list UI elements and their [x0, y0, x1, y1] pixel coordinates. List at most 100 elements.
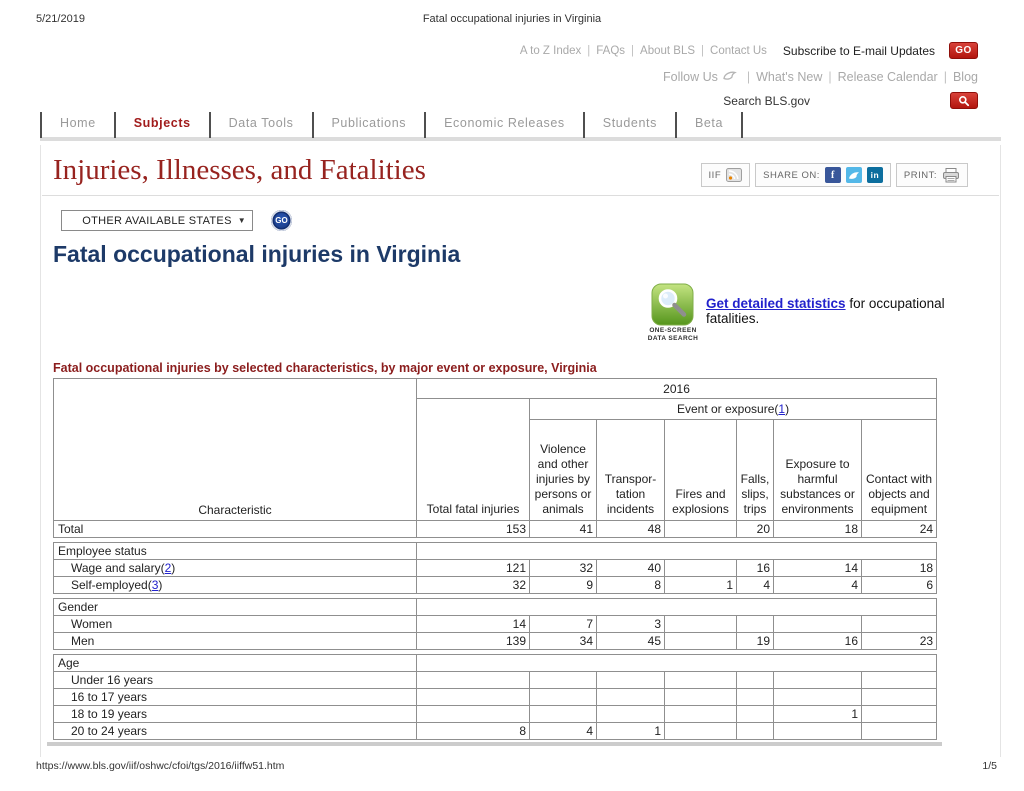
print-date: 5/21/2019	[36, 13, 85, 25]
print-footer-page: 1/5	[982, 760, 997, 772]
table-cell	[664, 520, 737, 538]
other-states-dropdown[interactable]: OTHER AVAILABLE STATES ▼	[61, 210, 253, 231]
iif-label: IIF	[708, 169, 722, 181]
col-header-falls: Falls, slips, trips	[736, 419, 774, 521]
separator: |	[828, 69, 832, 84]
tab-publications[interactable]: Publications	[331, 116, 407, 130]
table-cell	[529, 671, 597, 689]
state-go-button[interactable]: GO	[271, 210, 292, 231]
printer-icon[interactable]	[942, 167, 960, 183]
table-row: Women 14 7 3	[53, 615, 938, 633]
col-header-contact: Contact with objects and equipment	[860, 419, 938, 521]
table-cell	[860, 615, 938, 633]
promo-icon-caption: ONE-SCREEN DATA SEARCH	[647, 327, 699, 343]
table-cell	[416, 688, 530, 706]
iif-feed-box[interactable]: IIF	[700, 163, 751, 187]
twitter-icon[interactable]	[845, 167, 862, 183]
separator: |	[701, 44, 705, 57]
section-spacer	[415, 598, 938, 616]
footnote-link[interactable]: 2	[164, 561, 172, 575]
rss-icon[interactable]	[726, 168, 743, 182]
table-cell: 4	[736, 576, 774, 594]
tab-beta[interactable]: Beta	[694, 116, 724, 130]
table-cell	[664, 688, 737, 706]
tab-separator	[113, 112, 116, 138]
table-cell: 32	[529, 559, 597, 577]
col-header-transportation: Transpor-tation incidents	[596, 419, 665, 521]
table-row: Wage and salary(2) 121 32 40 16 14 18	[53, 559, 938, 577]
row-label: Men	[53, 632, 417, 650]
col-header-violence: Violence and other injuries by persons o…	[529, 419, 597, 521]
nav-tab-bar: Home Subjects Data Tools Publications Econom…	[40, 112, 1001, 141]
footnote-link[interactable]: 3	[151, 578, 159, 592]
table-cell: 153	[416, 520, 530, 538]
topbar-link[interactable]: Contact Us	[710, 44, 767, 57]
tab-students[interactable]: Students	[602, 116, 657, 130]
tab-data-tools[interactable]: Data Tools	[228, 116, 294, 130]
table-cell: 32	[416, 576, 530, 594]
col-header-exposure: Exposure to harmful substances or enviro…	[773, 419, 862, 521]
topbar-link[interactable]: Release Calendar	[837, 69, 938, 84]
table-caption: Fatal occupational injuries by selected …	[53, 361, 597, 375]
twitter-bird-icon[interactable]	[722, 69, 737, 84]
table-cell	[860, 688, 938, 706]
table-cell	[860, 705, 938, 723]
row-label: 20 to 24 years	[53, 722, 417, 740]
table-row: 20 to 24 years 8 4 1	[53, 722, 938, 740]
linkedin-icon[interactable]: in	[866, 167, 883, 183]
table-cell: 1	[773, 705, 862, 723]
table-cell: 3	[596, 615, 665, 633]
table-cell	[596, 671, 665, 689]
follow-links: | What's New | Release Calendar | Blog	[741, 70, 978, 84]
topbar-link[interactable]: FAQs	[596, 44, 626, 57]
get-detailed-statistics-link[interactable]: Get detailed statistics	[706, 296, 846, 311]
table-cell	[736, 615, 774, 633]
table-cell: 7	[529, 615, 597, 633]
print-label: PRINT:	[903, 169, 937, 181]
table-row: Men 139 34 45 19 16 23	[53, 632, 938, 650]
page-break-strip	[47, 742, 942, 746]
subscribe-go-button[interactable]: GO	[949, 42, 978, 59]
table-cell: 45	[596, 632, 665, 650]
dropdown-selected-value: OTHER AVAILABLE STATES	[82, 214, 232, 227]
table-cell: 23	[860, 632, 938, 650]
search-label: Search BLS.gov	[723, 93, 810, 108]
one-screen-data-search-icon[interactable]	[651, 283, 694, 326]
separator: |	[587, 44, 591, 57]
print-box[interactable]: PRINT:	[895, 163, 968, 187]
table-cell: 4	[529, 722, 597, 740]
topbar-link[interactable]: A to Z Index	[519, 44, 582, 57]
tab-separator	[40, 112, 42, 138]
data-table: Characteristic 2016 Total fatal injuries…	[53, 378, 938, 740]
separator: |	[746, 69, 751, 84]
table-cell: 16	[736, 559, 774, 577]
table-cell: 18	[773, 520, 862, 538]
table-cell	[596, 705, 665, 723]
divider	[42, 195, 999, 196]
table-cell	[773, 671, 862, 689]
col-header-characteristic: Characteristic	[53, 378, 417, 521]
tab-economic-releases[interactable]: Economic Releases	[444, 116, 565, 130]
data-table-wrap: Characteristic 2016 Total fatal injuries…	[47, 378, 942, 746]
tab-separator	[311, 112, 314, 138]
topbar-link[interactable]: About BLS	[640, 44, 696, 57]
facebook-icon[interactable]: f	[824, 167, 841, 183]
promo-rest-text: for occupational fatalities.	[706, 296, 945, 326]
table-cell	[529, 705, 597, 723]
tab-subjects[interactable]: Subjects	[133, 116, 191, 130]
search-button[interactable]	[950, 92, 978, 109]
tab-home[interactable]: Home	[60, 116, 96, 130]
content-area: Injuries, Illnesses, and Fatalities IIF …	[40, 145, 1001, 757]
section-label: Gender	[53, 598, 417, 616]
chevron-down-icon: ▼	[237, 216, 246, 225]
table-cell	[664, 705, 737, 723]
section-spacer	[415, 542, 938, 560]
table-row: 16 to 17 years	[53, 688, 938, 706]
topbar-link[interactable]: What's New	[756, 69, 823, 84]
table-cell	[529, 688, 597, 706]
table-cell	[773, 688, 862, 706]
section-label: Age	[53, 654, 417, 672]
table-row: Under 16 years	[53, 671, 938, 689]
topbar-link[interactable]: Blog	[952, 69, 978, 84]
footnote-link[interactable]: 1	[778, 402, 786, 416]
